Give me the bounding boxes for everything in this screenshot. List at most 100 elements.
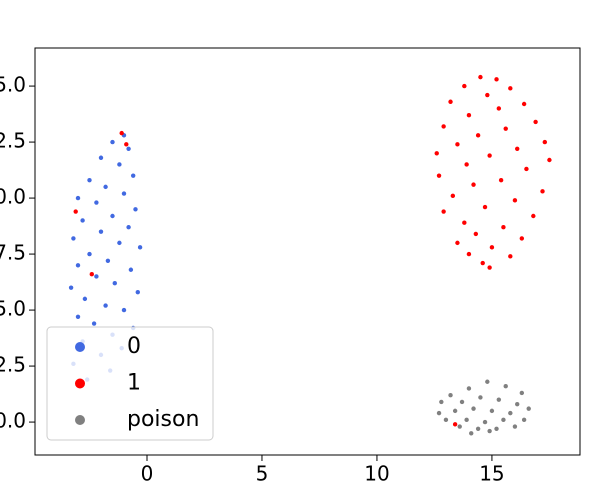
point bbox=[524, 166, 529, 172]
point bbox=[103, 184, 108, 190]
y-tick-label: 12.5 bbox=[0, 129, 26, 153]
point bbox=[75, 314, 81, 319]
legend-box bbox=[46, 326, 214, 441]
point bbox=[487, 428, 492, 434]
legend-label: 0 bbox=[127, 334, 141, 359]
point bbox=[126, 224, 131, 230]
point bbox=[71, 236, 76, 241]
point bbox=[480, 260, 485, 266]
point bbox=[137, 245, 143, 250]
point bbox=[487, 153, 492, 158]
point bbox=[450, 193, 456, 199]
point bbox=[503, 384, 508, 389]
point bbox=[105, 258, 111, 263]
point bbox=[98, 229, 104, 234]
legend-marker bbox=[75, 342, 85, 352]
point bbox=[436, 173, 442, 178]
point bbox=[482, 204, 488, 210]
y-tick-label: 0.0 bbox=[0, 409, 26, 433]
point bbox=[68, 285, 74, 290]
point bbox=[448, 99, 453, 104]
point bbox=[521, 417, 527, 423]
point bbox=[487, 265, 492, 270]
point bbox=[501, 417, 506, 423]
point bbox=[471, 182, 476, 187]
x-tick-label: 0 bbox=[141, 462, 154, 486]
point bbox=[519, 236, 525, 241]
point bbox=[117, 162, 122, 167]
point bbox=[512, 198, 518, 203]
point bbox=[512, 424, 518, 429]
point bbox=[466, 251, 472, 257]
point bbox=[547, 157, 552, 163]
point bbox=[126, 146, 131, 151]
point bbox=[457, 424, 462, 429]
point bbox=[515, 146, 520, 151]
point bbox=[542, 139, 548, 145]
point bbox=[133, 207, 138, 212]
point bbox=[501, 224, 506, 230]
point bbox=[103, 303, 108, 308]
point bbox=[494, 426, 499, 431]
point bbox=[135, 289, 140, 295]
point bbox=[75, 263, 81, 268]
point bbox=[75, 195, 81, 201]
point bbox=[464, 417, 469, 423]
point bbox=[471, 406, 476, 411]
point bbox=[448, 392, 453, 398]
x-tick-label: 15 bbox=[479, 462, 504, 486]
point bbox=[452, 408, 458, 414]
point bbox=[124, 142, 129, 147]
point bbox=[466, 112, 472, 118]
legend-label: 1 bbox=[127, 371, 141, 396]
point bbox=[475, 426, 481, 431]
point bbox=[475, 133, 481, 138]
point bbox=[485, 92, 490, 98]
point bbox=[112, 280, 117, 286]
point bbox=[82, 296, 88, 302]
point bbox=[540, 189, 545, 194]
point bbox=[436, 410, 442, 416]
point bbox=[478, 395, 483, 400]
point bbox=[462, 83, 467, 89]
x-tick-label: 10 bbox=[364, 462, 389, 486]
point bbox=[482, 419, 488, 425]
point bbox=[110, 213, 115, 219]
point bbox=[121, 307, 127, 313]
point bbox=[494, 77, 499, 82]
point bbox=[110, 139, 115, 145]
point bbox=[496, 106, 502, 111]
point bbox=[515, 401, 520, 407]
point bbox=[87, 251, 92, 257]
point bbox=[73, 209, 78, 214]
point bbox=[526, 406, 531, 411]
point bbox=[119, 130, 124, 136]
point bbox=[508, 86, 513, 91]
point bbox=[80, 218, 85, 223]
point bbox=[533, 119, 538, 125]
plot-frame bbox=[34, 47, 581, 456]
point bbox=[485, 379, 490, 384]
point bbox=[455, 142, 460, 147]
point bbox=[455, 240, 460, 246]
point bbox=[519, 390, 525, 396]
point bbox=[87, 177, 92, 183]
point bbox=[91, 321, 97, 326]
y-tick-label: 10.0 bbox=[0, 185, 26, 209]
point bbox=[439, 399, 444, 405]
point bbox=[459, 399, 465, 405]
point bbox=[117, 240, 122, 246]
point bbox=[508, 254, 513, 259]
point bbox=[89, 272, 94, 277]
x-tick-label: 5 bbox=[256, 462, 269, 486]
y-tick-label: 5.0 bbox=[0, 297, 26, 321]
point bbox=[498, 177, 504, 183]
point bbox=[98, 155, 104, 160]
point bbox=[462, 220, 467, 225]
point bbox=[128, 267, 134, 272]
point bbox=[441, 209, 446, 214]
y-tick-label: 7.5 bbox=[0, 241, 26, 265]
point bbox=[466, 386, 472, 391]
